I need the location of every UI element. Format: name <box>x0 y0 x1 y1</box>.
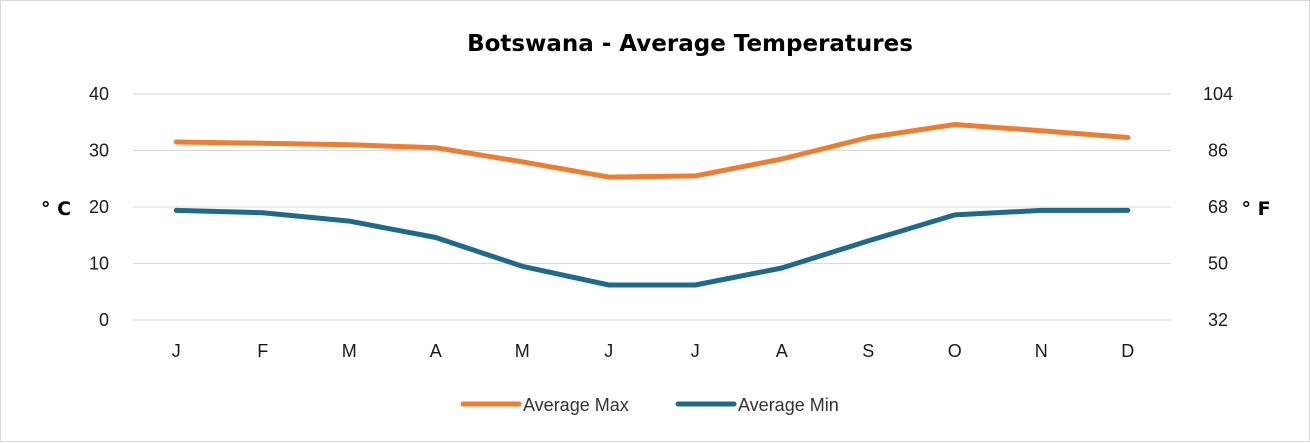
x-tick-label: A <box>430 341 442 361</box>
y-tick-label-right: 104 <box>1203 84 1233 104</box>
x-tick-label: M <box>342 341 357 361</box>
y-tick-label-right: 86 <box>1208 141 1228 161</box>
legend-label-average-min: Average Min <box>738 395 839 415</box>
y-axis-right-label: ° F <box>1241 198 1270 220</box>
y-tick-label-left: 20 <box>89 197 109 217</box>
y-axis-left-ticks: 0 10 20 30 40 <box>89 84 109 330</box>
x-tick-label: N <box>1035 341 1048 361</box>
y-tick-label-left: 10 <box>89 254 109 274</box>
x-tick-label: J <box>604 341 613 361</box>
gridlines <box>133 93 1171 321</box>
x-tick-label: D <box>1121 341 1134 361</box>
x-tick-label: J <box>691 341 700 361</box>
y-tick-label-right: 68 <box>1208 197 1228 217</box>
x-tick-label: S <box>862 341 874 361</box>
legend: Average Max Average Min <box>460 395 839 415</box>
y-tick-label-left: 40 <box>89 84 109 104</box>
y-tick-label-right: 32 <box>1208 310 1228 330</box>
y-axis-right-ticks: 32 50 68 86 104 <box>1203 84 1233 330</box>
x-tick-label: F <box>257 341 268 361</box>
chart-title: Botswana - Average Temperatures <box>467 31 913 57</box>
y-tick-label-left: 30 <box>89 141 109 161</box>
y-tick-label-right: 50 <box>1208 254 1228 274</box>
series-lines <box>173 122 1131 288</box>
x-tick-label: M <box>515 341 530 361</box>
y-axis-left-label: ° C <box>41 198 71 220</box>
legend-label-average-max: Average Max <box>523 395 629 415</box>
series-line-average-max <box>173 122 1131 180</box>
x-tick-label: A <box>776 341 788 361</box>
x-tick-label: J <box>172 341 181 361</box>
x-tick-label: O <box>948 341 962 361</box>
y-tick-label-left: 0 <box>99 310 109 330</box>
series-line-average-min <box>173 207 1131 288</box>
